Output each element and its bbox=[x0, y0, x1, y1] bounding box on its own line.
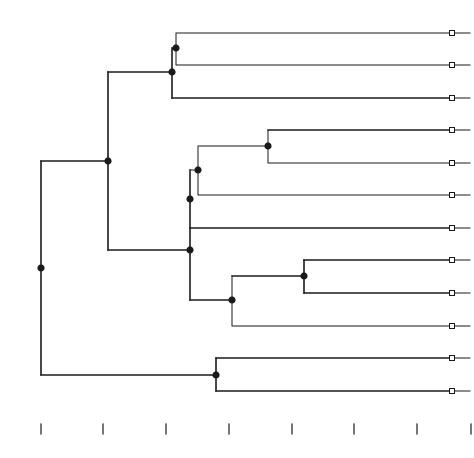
branch-node bbox=[172, 44, 180, 52]
branch-node bbox=[300, 272, 308, 280]
leaf-marker bbox=[449, 355, 455, 361]
leaf-marker bbox=[449, 192, 455, 198]
leaf-marker bbox=[449, 62, 455, 68]
leaf-marker bbox=[449, 30, 455, 36]
branch-node bbox=[194, 166, 202, 174]
branch-node bbox=[104, 157, 112, 165]
branch-node bbox=[228, 296, 236, 304]
leaf-marker bbox=[449, 160, 455, 166]
leaf-marker bbox=[449, 290, 455, 296]
branch-node bbox=[37, 264, 45, 272]
leaf-marker bbox=[449, 257, 455, 263]
branch-node bbox=[212, 371, 220, 379]
leaf-marker bbox=[449, 388, 455, 394]
branch-node bbox=[168, 68, 176, 76]
leaf-marker bbox=[449, 225, 455, 231]
branch-node bbox=[186, 246, 194, 254]
leaf-marker bbox=[449, 323, 455, 329]
leaf-marker bbox=[449, 95, 455, 101]
branch-node bbox=[186, 195, 194, 203]
branch-node bbox=[264, 142, 272, 150]
leaf-marker bbox=[449, 127, 455, 133]
